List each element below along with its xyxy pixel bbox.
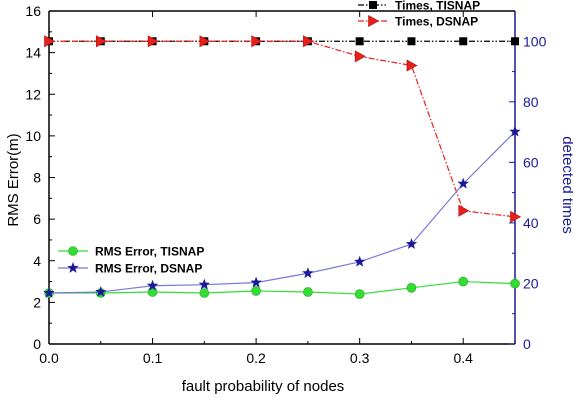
y-right-tick-label: 100 [523, 33, 547, 49]
data-point-rms-error-tisnap [251, 286, 261, 296]
data-point-times-dsnap [458, 204, 470, 217]
x-tick-label: 0.0 [39, 350, 59, 366]
y-left-tick-label: 4 [33, 253, 41, 269]
y-left-tick-label: 14 [25, 45, 41, 61]
legend-label-times-tisnap: Times, TISNAP [395, 0, 480, 13]
data-point-times-dsnap [199, 35, 211, 48]
y-left-tick-label: 2 [33, 294, 41, 310]
y-right-tick-label: 40 [523, 215, 539, 231]
data-point-rms-error-tisnap [406, 283, 417, 293]
data-point-rms-error-dsnap [198, 278, 211, 290]
legend-layer: Times, TISNAP Times, DSNAP RMS Error, TISN… [58, 0, 480, 276]
axes-layer: 0.0 0.1 0.2 0.3 0.4 0 2 4 6 8 10 12 14 16 0 20 40 60 80 100 [25, 3, 546, 366]
legend-label-rms-error-tisnap: RMS Error, TISNAP [95, 245, 204, 259]
series-line-rms-error-dsnap [48, 131, 516, 294]
data-point-rms-error-tisnap [510, 278, 520, 289]
y-left-tick-label: 6 [33, 211, 41, 227]
y-left-tick-label: 0 [33, 336, 41, 352]
y-left-tick-label: 12 [25, 86, 41, 102]
y-right-tick-label: 80 [523, 94, 539, 110]
data-point-times-tisnap [459, 37, 468, 46]
y-right-tick-label: 0 [523, 336, 531, 352]
legend-label-rms-error-dsnap: RMS Error, DSNAP [95, 262, 202, 276]
legend-marker-times-tisnap [369, 1, 377, 9]
data-point-rms-error-dsnap [457, 177, 469, 189]
x-tick-label: 0.3 [350, 350, 370, 366]
series-line-rms-error-tisnap [49, 280, 516, 295]
data-point-times-dsnap [510, 210, 522, 223]
data-point-times-dsnap [44, 35, 56, 48]
y-right-tick-label: 20 [523, 275, 539, 291]
y-right-tick-label: 60 [523, 154, 539, 170]
y-axis-right-title: detected times [559, 136, 573, 234]
data-point-rms-error-tisnap [199, 288, 210, 298]
y-axis-left-title: RMS Error(m) [5, 133, 22, 226]
data-point-times-tisnap [407, 37, 416, 46]
data-point-times-dsnap [354, 50, 366, 63]
data-point-rms-error-tisnap [458, 276, 469, 287]
legend-marker-times-dsnap [368, 14, 380, 28]
x-tick-label: 0.4 [453, 350, 473, 366]
data-point-times-dsnap [303, 35, 315, 48]
data-point-rms-error-tisnap [303, 287, 313, 297]
data-point-times-tisnap [511, 37, 519, 46]
data-point-rms-error-dsnap [146, 279, 159, 291]
y-left-tick-label: 10 [25, 128, 41, 144]
data-point-rms-error-dsnap [43, 286, 55, 298]
data-point-rms-error-dsnap [250, 276, 262, 288]
data-point-times-tisnap [355, 37, 364, 46]
data-point-rms-error-dsnap [95, 285, 107, 297]
data-point-rms-error-dsnap [302, 267, 314, 279]
series-layer [43, 35, 522, 299]
series-line-times-dsnap [49, 40, 516, 218]
data-point-rms-error-dsnap [405, 238, 418, 250]
data-point-times-dsnap [95, 35, 107, 48]
data-point-rms-error-dsnap [509, 125, 521, 137]
legend-marker-rms-error-dsnap [67, 261, 79, 273]
x-tick-label: 0.1 [143, 350, 163, 366]
legend-marker-rms-error-tisnap [68, 246, 78, 256]
legend-label-times-dsnap: Times, DSNAP [395, 15, 478, 29]
x-axis-title: fault probability of nodes [182, 378, 345, 395]
y-left-tick-label: 8 [33, 170, 41, 186]
data-point-rms-error-tisnap [354, 289, 365, 299]
data-point-times-dsnap [251, 35, 263, 48]
x-tick-label: 0.2 [246, 350, 266, 366]
data-point-times-dsnap [406, 59, 418, 72]
data-point-rms-error-dsnap [353, 255, 366, 267]
y-left-tick-label: 16 [25, 3, 41, 19]
data-point-rms-error-tisnap [147, 287, 158, 297]
data-point-times-dsnap [147, 35, 159, 48]
